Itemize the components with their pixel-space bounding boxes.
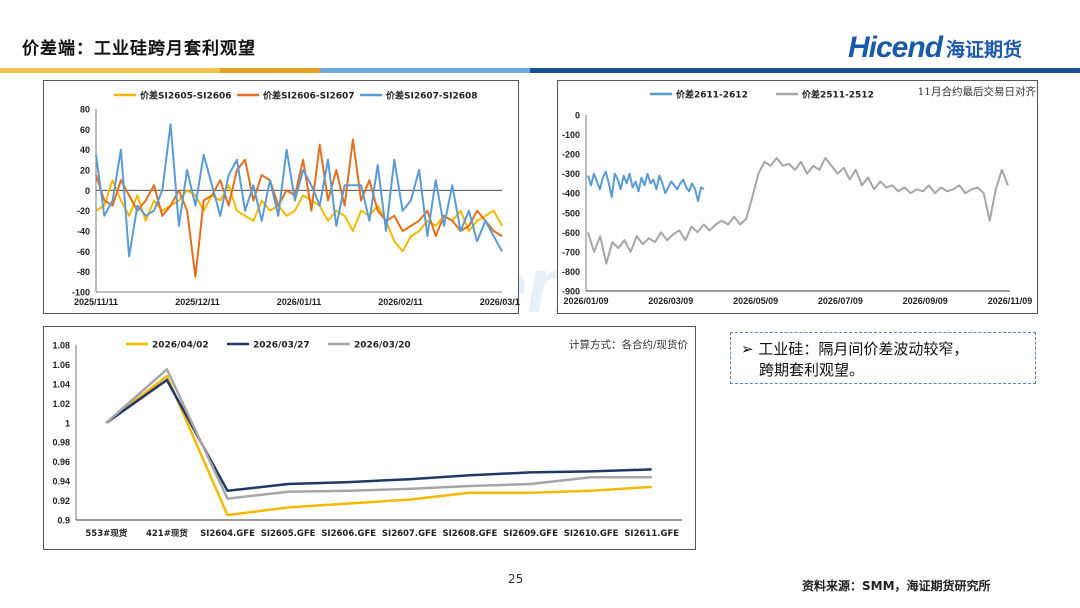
y-tick-label: -60: [77, 247, 90, 257]
header-band-yellow: [0, 68, 220, 73]
y-tick-label: 0.96: [52, 457, 70, 467]
x-tick-label: 2026/03/09: [648, 296, 693, 306]
conclusion-line-2: 跨期套利观望。: [759, 361, 865, 379]
category-label: SI2606.GFE: [321, 529, 376, 539]
legend-label: 2026/03/27: [253, 341, 310, 351]
y-tick-label: -20: [77, 206, 90, 216]
y-tick-label: -900: [562, 287, 580, 297]
chart-term-structure: 1.08 1.06 1.04 1.02 1 0.98 0.96 0.94 0.92 0.9 553#…: [43, 326, 696, 550]
chart-note: 计算方式：各合约/现货价: [569, 338, 689, 351]
logo-wordmark: Hicend: [848, 31, 943, 64]
category-label: SI2608.GFE: [443, 529, 498, 539]
legend-label: 价差2511-2512: [802, 89, 874, 101]
category-label: SI2611.GFE: [624, 529, 679, 539]
series-line-3: [105, 368, 652, 500]
x-tick-label: 2026/09/09: [903, 296, 948, 306]
category-label: SI2607.GFE: [382, 529, 437, 539]
y-tick-label: -300: [562, 169, 580, 179]
x-tick-label: 2025/11/11: [74, 297, 118, 307]
y-tick-label: 20: [80, 166, 90, 176]
legend-label: 价差SI2605-SI2606: [140, 90, 232, 102]
x-tick-label: 2026/02/11: [378, 297, 423, 307]
category-label: SI2604.GFE: [200, 529, 255, 539]
header-band-orange: [220, 68, 320, 73]
x-tick-label: 2025/12/11: [175, 297, 220, 307]
legend-label: 价差2611-2612: [676, 89, 748, 101]
chart-spread-2611-2612: 0 -100 -200 -300 -400 -500 -600 -700 -800 -900 202…: [557, 80, 1038, 314]
x-tick-label: 2026/03/11: [480, 297, 520, 307]
header-band-lightblue: [320, 68, 530, 73]
legend-label: 价差SI2606-SI2607: [263, 90, 355, 102]
category-label: 421#现货: [146, 528, 188, 539]
y-tick-label: -500: [562, 208, 580, 218]
y-tick-label: -100: [562, 130, 580, 140]
chart-spread-2605-2608: 80 60 40 20 0 -20 -40 -60 -80 -100 2025/11/11 2025/…: [43, 80, 520, 314]
y-tick-label: 0.94: [52, 477, 70, 487]
y-tick-label: -600: [562, 228, 580, 238]
y-tick-label: -200: [562, 150, 580, 160]
x-tick-label: 2026/01/11: [277, 297, 322, 307]
y-tick-label: 80: [80, 105, 90, 115]
y-tick-label: 1.08: [52, 341, 70, 351]
chart-note: 11月合约最后交易日对齐: [918, 85, 1037, 98]
y-tick-label: 0.92: [52, 496, 70, 506]
category-label: 553#现货: [85, 528, 127, 539]
y-tick-label: 0.98: [52, 438, 70, 448]
legend-label: 2026/04/02: [152, 341, 209, 351]
x-tick-label: 2026/07/09: [818, 296, 863, 306]
series-line-2: [105, 378, 652, 493]
y-tick-label: 60: [80, 125, 90, 135]
series-line-1: [587, 170, 705, 202]
conclusion-box: ➢ 工业硅：隔月间价差波动较窄， 跨期套利观望。: [730, 332, 1036, 384]
conclusion-line-1: ➢ 工业硅：隔月间价差波动较窄，: [741, 340, 969, 358]
legend-label: 价差SI2607-SI2608: [386, 90, 478, 102]
series-line-3: [95, 123, 503, 258]
y-tick-label: 0: [85, 186, 90, 196]
source-note: 资料来源：SMM，海证期货研究所: [802, 579, 991, 593]
y-tick-label: 40: [80, 145, 90, 155]
y-tick-label: -400: [562, 189, 580, 199]
y-tick-label: 1.04: [52, 379, 70, 389]
page-title: 价差端：工业硅跨月套利观望: [22, 39, 256, 59]
y-tick-label: 0.9: [57, 516, 70, 526]
category-label: SI2605.GFE: [261, 529, 316, 539]
category-label: SI2610.GFE: [564, 529, 619, 539]
legend-label: 2026/03/20: [354, 341, 411, 351]
series-line-1: [105, 374, 652, 517]
y-tick-label: 1: [65, 418, 70, 428]
x-tick-label: 2026/11/09: [988, 296, 1033, 306]
logo-chinese: 海证期货: [946, 38, 1023, 61]
series-line-1: [95, 179, 503, 253]
y-tick-label: 0: [575, 111, 580, 121]
header-band-blue: [530, 68, 1080, 73]
series-line-2: [587, 157, 1009, 265]
page-number: 25: [508, 572, 524, 586]
y-tick-label: 1.02: [52, 399, 70, 409]
y-tick-label: 1.06: [52, 360, 70, 370]
y-tick-label: -80: [77, 267, 90, 277]
y-tick-label: -100: [72, 288, 90, 298]
x-tick-label: 2026/01/09: [563, 296, 608, 306]
x-tick-label: 2026/05/09: [733, 296, 778, 306]
y-tick-label: -40: [77, 227, 90, 237]
brand-logo: Hicend 海证期货: [848, 28, 1022, 68]
category-label: SI2609.GFE: [503, 529, 558, 539]
series-line-2: [95, 138, 503, 278]
y-tick-label: -700: [562, 247, 580, 257]
y-tick-label: -800: [562, 267, 580, 277]
